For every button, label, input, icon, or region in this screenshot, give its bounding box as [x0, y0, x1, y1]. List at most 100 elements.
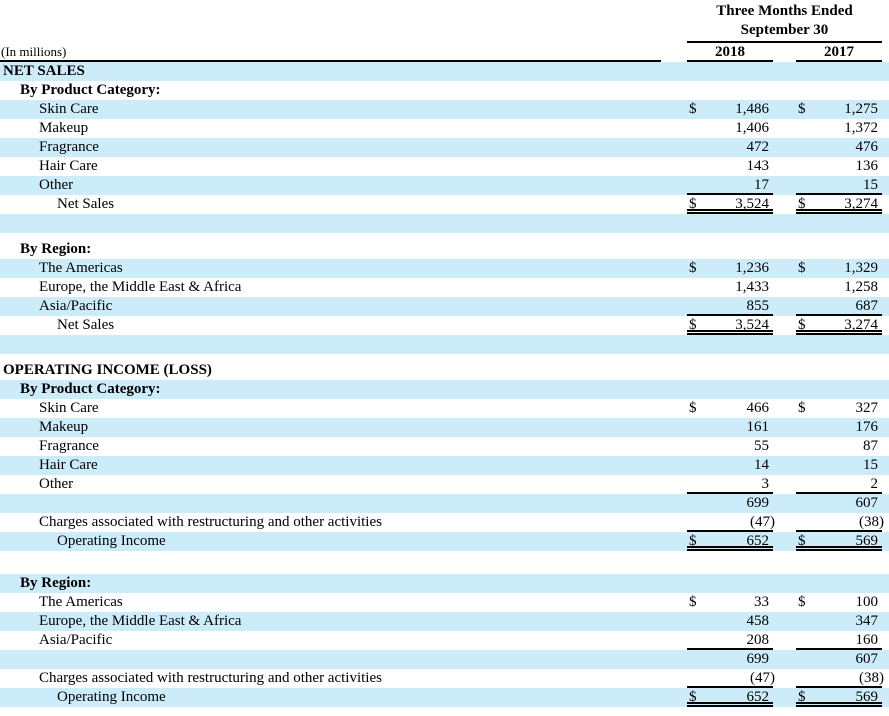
row-restructuring-charges: Charges associated with restructuring an… — [0, 669, 889, 688]
row-right-margin — [882, 399, 889, 418]
value-2017: 87 — [863, 438, 878, 454]
row-by-region-subhead: By Region: — [0, 574, 889, 593]
value-2018 — [769, 241, 773, 257]
row-label: Net Sales — [57, 317, 115, 333]
row-right-margin — [882, 532, 889, 551]
column-gap — [773, 81, 796, 100]
row-the-americas: The Americas $1,236 $1,329 — [0, 259, 889, 278]
row-label: Makeup — [39, 120, 89, 136]
row-right-margin — [882, 650, 889, 669]
column-header-2018: 2018 — [687, 44, 773, 62]
value-2017: 3,274 — [844, 317, 878, 333]
row-by-product-category-subhead: By Product Category: — [0, 81, 889, 100]
value-2018: 14 — [754, 457, 769, 473]
row-label: Operating Income — [57, 689, 166, 705]
value-2018-cell: $466 — [687, 399, 773, 418]
value-2017-cell: $327 — [796, 399, 882, 418]
row-makeup: Makeup 161 176 — [0, 418, 889, 437]
value-2017 — [878, 82, 882, 98]
row-net-sales-section: NET SALES — [0, 62, 889, 81]
value-2017-cell: 607 — [796, 650, 882, 669]
value-2017: 100 — [855, 594, 879, 610]
row-right-margin — [882, 259, 889, 278]
value-2018-cell: 472 — [687, 138, 773, 157]
value-2017 — [878, 336, 882, 352]
column-gap — [773, 475, 796, 494]
value-2017 — [878, 552, 882, 568]
table-header-columns: (In millions) 2018 2017 — [0, 44, 889, 62]
row-label — [0, 233, 687, 240]
column-gap — [773, 418, 796, 437]
currency-symbol: $ — [798, 400, 806, 416]
row-label: Europe, the Middle East & Africa — [39, 279, 242, 295]
row-label: The Americas — [39, 594, 123, 610]
row-spacer — [0, 551, 889, 574]
column-gap — [773, 297, 796, 316]
value-2018 — [769, 575, 773, 591]
value-2018 — [769, 552, 773, 568]
period-header: Three Months Ended September 30 — [687, 2, 882, 43]
column-gap — [773, 195, 796, 214]
row-makeup: Makeup 1,406 1,372 — [0, 119, 889, 138]
column-gap — [773, 494, 796, 513]
value-2018: 208 — [746, 632, 770, 648]
column-gap — [773, 650, 796, 669]
value-2017: 2 — [870, 476, 879, 492]
value-2017 — [878, 362, 882, 378]
row-label: NET SALES — [3, 63, 85, 79]
value-2018: 652 — [746, 533, 770, 549]
row-label: Skin Care — [39, 400, 99, 416]
row-label: Asia/Pacific — [39, 298, 113, 314]
currency-symbol: $ — [689, 400, 697, 416]
currency-symbol: $ — [798, 689, 806, 705]
row-skin-care: Skin Care $1,486 $1,275 — [0, 100, 889, 119]
value-2017 — [878, 63, 882, 79]
column-gap — [773, 233, 796, 240]
column-gap — [773, 612, 796, 631]
value-2018: 652 — [746, 689, 770, 705]
value-2017: 569 — [855, 533, 879, 549]
column-gap — [773, 551, 796, 574]
value-2018-cell: 55 — [687, 437, 773, 456]
value-2018-cell: $652 — [687, 688, 773, 707]
row-label: Hair Care — [39, 457, 98, 473]
value-2017-cell: 15 — [796, 456, 882, 475]
value-2017-cell — [796, 81, 882, 100]
value-2018: 1,406 — [735, 120, 769, 136]
column-header-2017: 2017 — [796, 44, 882, 62]
row-label — [0, 551, 687, 574]
row-net-sales-total: Net Sales $3,524 $3,274 — [0, 316, 889, 335]
row-hair-care: Hair Care 143 136 — [0, 157, 889, 176]
column-gap — [773, 214, 796, 233]
table-header-period: Three Months Ended September 30 — [0, 0, 889, 44]
column-gap — [773, 138, 796, 157]
value-2017-cell: 476 — [796, 138, 882, 157]
value-2017: 1,372 — [844, 120, 878, 136]
currency-symbol: $ — [798, 594, 806, 610]
value-2017: 15 — [863, 457, 878, 473]
table-body: NET SALES By Product Category: Skin Care… — [0, 62, 889, 707]
row-label — [0, 650, 687, 669]
value-2018-cell — [687, 62, 773, 81]
currency-symbol: $ — [798, 260, 806, 276]
row-operating-income-total: Operating Income $652 $569 — [0, 688, 889, 707]
value-2018: 458 — [746, 613, 770, 629]
column-gap — [773, 437, 796, 456]
value-2017-cell: 136 — [796, 157, 882, 176]
row-other: Other 3 2 — [0, 475, 889, 494]
value-2017: 136 — [855, 158, 879, 174]
column-gap — [773, 574, 796, 593]
value-2018-cell: 17 — [687, 176, 773, 195]
value-2017-cell: $3,274 — [796, 316, 882, 335]
row-label: OPERATING INCOME (LOSS) — [3, 362, 212, 378]
value-2017 — [878, 381, 882, 397]
value-2018-cell: $1,236 — [687, 259, 773, 278]
row-label — [0, 354, 687, 361]
column-gap — [773, 278, 796, 297]
row-right-margin — [882, 437, 889, 456]
row-right-margin — [882, 354, 889, 361]
column-gap — [773, 335, 796, 354]
row-europe-middle-east-africa: Europe, the Middle East & Africa 458 347 — [0, 612, 889, 631]
value-2017-cell: 87 — [796, 437, 882, 456]
